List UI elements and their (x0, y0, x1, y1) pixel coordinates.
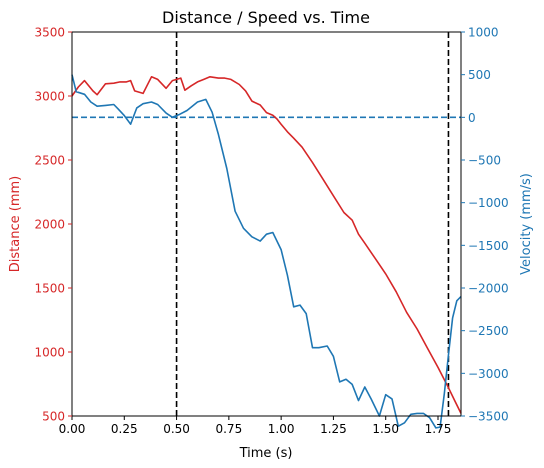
plot-area (72, 32, 461, 416)
y-right-tick-label: 1000 (468, 26, 499, 40)
y-left-tick-label: 3000 (34, 90, 65, 104)
x-tick-label: 1.00 (268, 422, 295, 436)
y-right-tick-label: 0 (468, 111, 476, 125)
x-tick-label: 0.00 (59, 422, 86, 436)
y-axis-right-label: Velocity (mm/s) (519, 173, 534, 275)
y-right-tick-label: −3500 (468, 410, 509, 424)
y-right-tick-label: −2500 (468, 324, 509, 338)
y-axis-left-label: Distance (mm) (8, 176, 23, 272)
y-right-tick-label: −3000 (468, 367, 509, 381)
x-tick-label: 1.75 (425, 422, 452, 436)
x-tick-label: 0.25 (111, 422, 138, 436)
y-left-tick-label: 2000 (34, 218, 65, 232)
y-left-tick-label: 1500 (34, 282, 65, 296)
distance-series-line (71, 76, 462, 414)
x-tick-label: 0.50 (163, 422, 190, 436)
y-axis-right: −3500 −3000 −2500 −2000 −1500 −1000 −500 0 500 10… (461, 26, 509, 424)
y-right-tick-label: −1000 (468, 196, 509, 210)
y-right-tick-label: 500 (468, 68, 491, 82)
x-tick-label: 1.50 (372, 422, 399, 436)
y-left-tick-label: 3500 (34, 26, 65, 40)
y-left-tick-label: 2500 (34, 154, 65, 168)
y-right-tick-label: −500 (468, 154, 501, 168)
chart-title: Distance / Speed vs. Time (162, 8, 370, 27)
y-right-tick-label: −1500 (468, 239, 509, 253)
velocity-series-line (71, 74, 462, 429)
x-tick-label: 0.75 (215, 422, 242, 436)
x-axis: 0.00 0.25 0.50 0.75 1.00 1.25 1.50 1.75 (59, 416, 452, 436)
y-right-tick-label: −2000 (468, 282, 509, 296)
x-tick-label: 1.25 (320, 422, 347, 436)
y-axis-left: 500 1000 1500 2000 2500 3000 3500 (34, 26, 72, 424)
y-left-tick-label: 500 (42, 410, 65, 424)
series-layer (71, 74, 462, 429)
y-left-tick-label: 1000 (34, 346, 65, 360)
x-axis-label: Time (s) (239, 446, 293, 461)
